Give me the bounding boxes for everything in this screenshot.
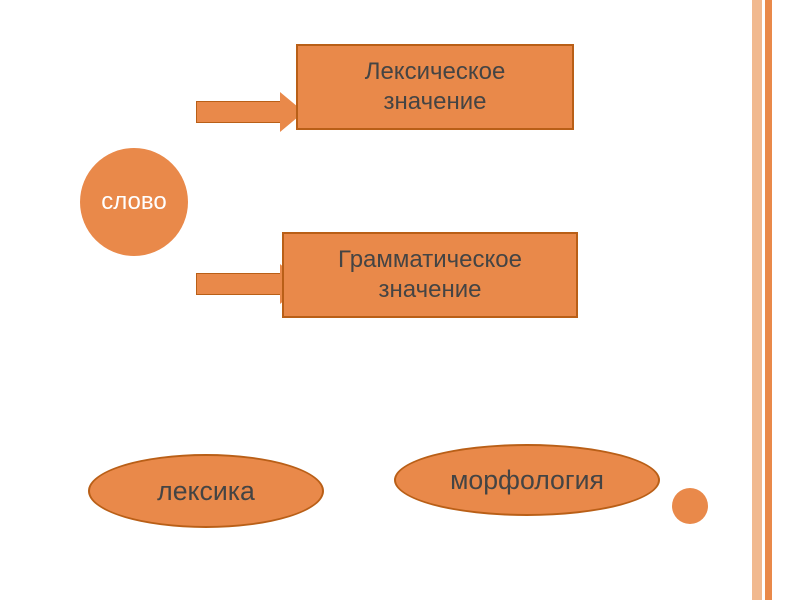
node-grammatical-meaning-box: Грамматическое значение xyxy=(282,232,578,318)
node-lexicon-ellipse: лексика xyxy=(88,454,324,528)
arrow-bottom-shaft xyxy=(196,273,281,295)
node-grammatical-meaning-label: Грамматическое значение xyxy=(338,245,522,305)
diagram-canvas: слово Лексическое значение Грамматическо… xyxy=(0,0,800,600)
node-lexical-meaning-label: Лексическое значение xyxy=(365,57,506,117)
arrow-top xyxy=(196,92,304,132)
accent-dot xyxy=(672,488,708,524)
rail-outer xyxy=(752,0,762,600)
node-morphology-label: морфология xyxy=(450,465,604,496)
node-lexicon-label: лексика xyxy=(157,476,255,507)
arrow-top-shaft xyxy=(196,101,281,123)
node-source-label: слово xyxy=(101,188,166,216)
node-lexical-meaning-box: Лексическое значение xyxy=(296,44,574,130)
node-morphology-ellipse: морфология xyxy=(394,444,660,516)
node-source-circle: слово xyxy=(80,148,188,256)
rail-inner xyxy=(765,0,772,600)
